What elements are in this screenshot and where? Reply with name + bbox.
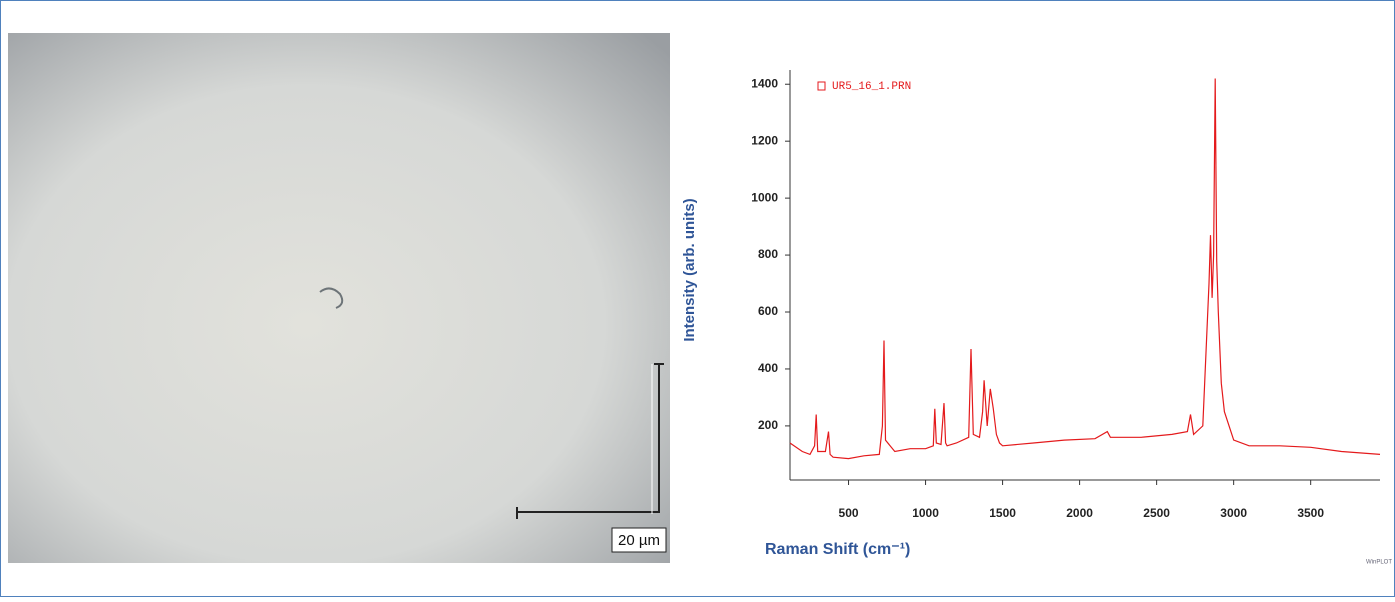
scale-label-box <box>611 527 667 553</box>
y-tick-label: 1000 <box>751 190 778 204</box>
y-tick-label: 600 <box>758 304 778 318</box>
x-tick-label: 1000 <box>912 506 939 520</box>
legend-marker <box>817 81 826 91</box>
x-tick-label: 2500 <box>1143 506 1170 520</box>
y-tick-label: 200 <box>758 418 778 432</box>
y-tick-label: 400 <box>758 361 778 375</box>
corner-label: WinPLOT <box>1366 560 1392 566</box>
y-tick-label: 800 <box>758 247 778 261</box>
x-tick-label: 500 <box>839 506 859 520</box>
particle <box>319 287 344 309</box>
x-tick-label: 1500 <box>989 506 1016 520</box>
scale-bar <box>516 363 664 519</box>
scale-label: 20 µm <box>618 532 660 549</box>
micrograph: 20 µm <box>8 33 670 563</box>
y-tick-label: 1400 <box>751 76 778 90</box>
x-tick-label: 3500 <box>1297 506 1324 520</box>
y-axis-title: Intensity (arb. units) <box>681 198 698 341</box>
micrograph-image <box>8 33 670 563</box>
spectrum-line <box>789 78 1381 460</box>
y-tick-label: 1200 <box>751 133 778 147</box>
x-axis-title: Raman Shift (cm⁻¹) <box>765 541 910 558</box>
x-tick-label: 3000 <box>1220 506 1247 520</box>
x-tick-label: 2000 <box>1066 506 1093 520</box>
legend-label: UR5_16_1.PRN <box>832 81 911 93</box>
